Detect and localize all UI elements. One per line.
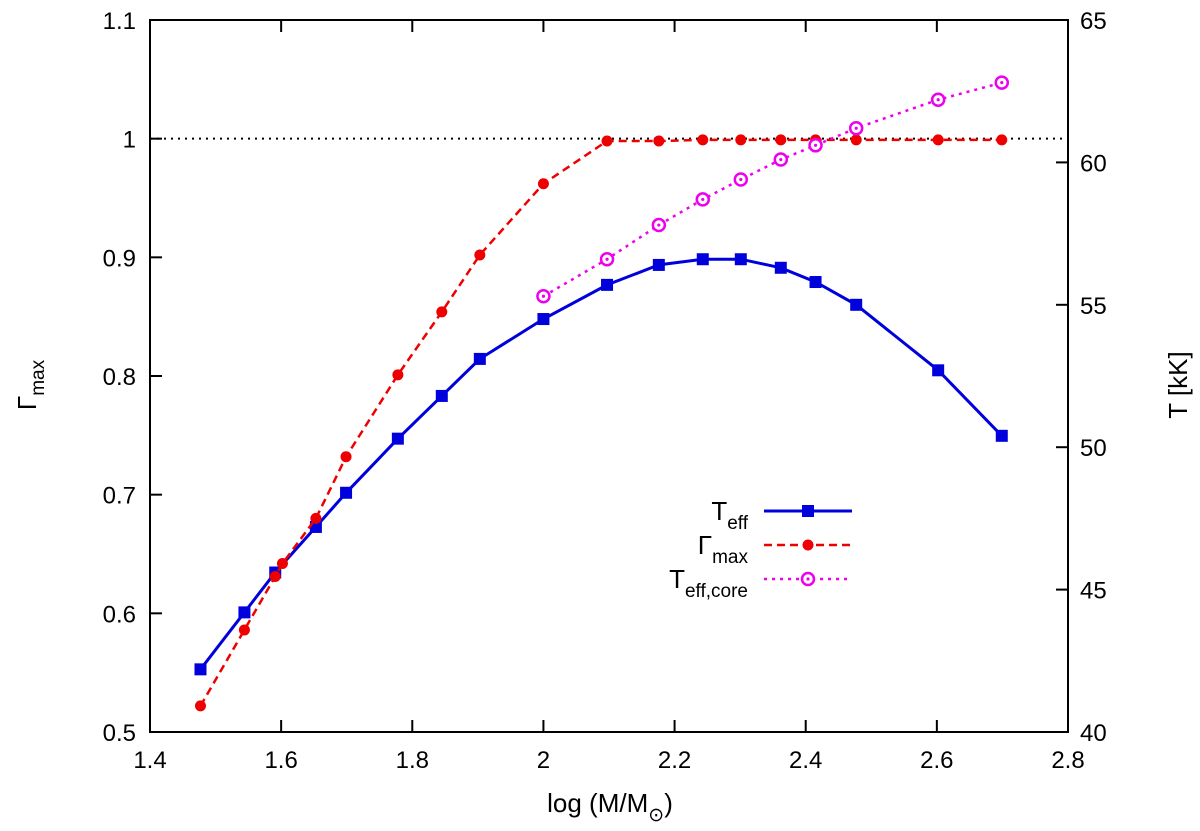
data-point	[652, 258, 665, 271]
data-point	[850, 298, 863, 311]
y-left-tick-label: 0.8	[103, 364, 136, 391]
legend-label: Teff	[711, 496, 748, 534]
y-right-tick-label: 40	[1080, 720, 1107, 747]
data-point	[238, 624, 250, 636]
data-point	[537, 178, 549, 190]
data-point	[536, 289, 551, 304]
legend-marker	[802, 539, 814, 551]
data-point	[696, 253, 709, 266]
y-right-tick-label: 50	[1080, 435, 1107, 462]
data-point	[697, 134, 709, 146]
x-axis-label: log (M/M⊙)	[547, 788, 673, 826]
data-point	[809, 276, 822, 289]
series-1	[194, 134, 1008, 712]
data-point	[194, 663, 207, 676]
data-point	[996, 134, 1008, 146]
data-point	[695, 192, 711, 207]
y-right-axis-label: T [kK]	[1163, 351, 1193, 418]
data-point	[310, 512, 322, 524]
legend-marker	[800, 571, 816, 587]
x-tick-label: 1.8	[396, 747, 429, 774]
data-point	[995, 429, 1008, 442]
legend-label: Γmax	[698, 530, 749, 568]
data-point	[601, 135, 613, 147]
y-left-tick-label: 1.1	[103, 8, 136, 35]
y-left-tick-label: 0.6	[103, 601, 136, 628]
legend-marker	[802, 505, 814, 517]
data-point	[601, 278, 614, 291]
y-left-tick-label: 0.9	[103, 245, 136, 272]
data-point	[850, 134, 862, 146]
data-point	[599, 251, 615, 267]
data-point	[194, 700, 206, 712]
series-line	[199, 257, 1003, 671]
data-point	[276, 557, 288, 569]
x-tick-label: 2.8	[1051, 747, 1084, 774]
data-point	[238, 606, 251, 619]
series-line	[542, 81, 1003, 298]
y-left-tick-label: 0.5	[103, 720, 136, 747]
y-left-tick-label: 0.7	[103, 483, 136, 510]
y-right-tick-label: 55	[1080, 293, 1107, 320]
data-point	[775, 134, 787, 146]
data-point	[932, 364, 945, 377]
data-point	[436, 306, 448, 318]
data-point	[269, 571, 281, 583]
data-point	[994, 75, 1010, 90]
data-point	[930, 92, 946, 107]
data-point	[474, 249, 486, 261]
x-tick-label: 2	[537, 747, 550, 774]
data-point	[392, 369, 404, 381]
data-point	[435, 389, 448, 402]
data-point	[653, 135, 665, 147]
x-tick-label: 2.6	[920, 747, 953, 774]
y-right-tick-label: 45	[1080, 578, 1107, 605]
data-point	[848, 120, 864, 136]
data-point	[774, 261, 787, 274]
x-tick-label: 1.6	[264, 747, 297, 774]
data-point	[932, 134, 944, 146]
y-left-tick-label: 1	[123, 127, 136, 154]
data-point	[340, 486, 353, 499]
y-right-tick-label: 65	[1080, 8, 1107, 35]
x-tick-label: 1.4	[133, 747, 166, 774]
plot-frame	[149, 19, 1069, 733]
legend-label: Teff,core	[669, 564, 748, 602]
data-point	[808, 138, 823, 153]
x-tick-label: 2.2	[658, 747, 691, 774]
x-tick-label: 2.4	[789, 747, 822, 774]
data-point	[340, 451, 352, 463]
data-point	[733, 172, 749, 187]
y-right-tick-label: 60	[1080, 150, 1107, 177]
series-0	[194, 253, 1008, 676]
y-left-axis-label: Γmax	[12, 359, 49, 410]
plot-area	[149, 19, 1069, 733]
data-point	[391, 432, 404, 445]
series-layer	[194, 75, 1010, 712]
data-point	[773, 152, 789, 167]
series-line	[199, 138, 1002, 707]
tick-labels: 1.4 1.6 1.8 2 2.2 2.4 2.6 2.8 0.5 0.6 0.7 0.8 0.9 1 1.…	[103, 8, 1107, 774]
data-point	[473, 352, 486, 365]
data-point	[735, 134, 747, 146]
data-point	[537, 313, 550, 326]
data-point	[734, 253, 747, 266]
data-point	[651, 217, 667, 233]
series-2	[536, 75, 1010, 304]
